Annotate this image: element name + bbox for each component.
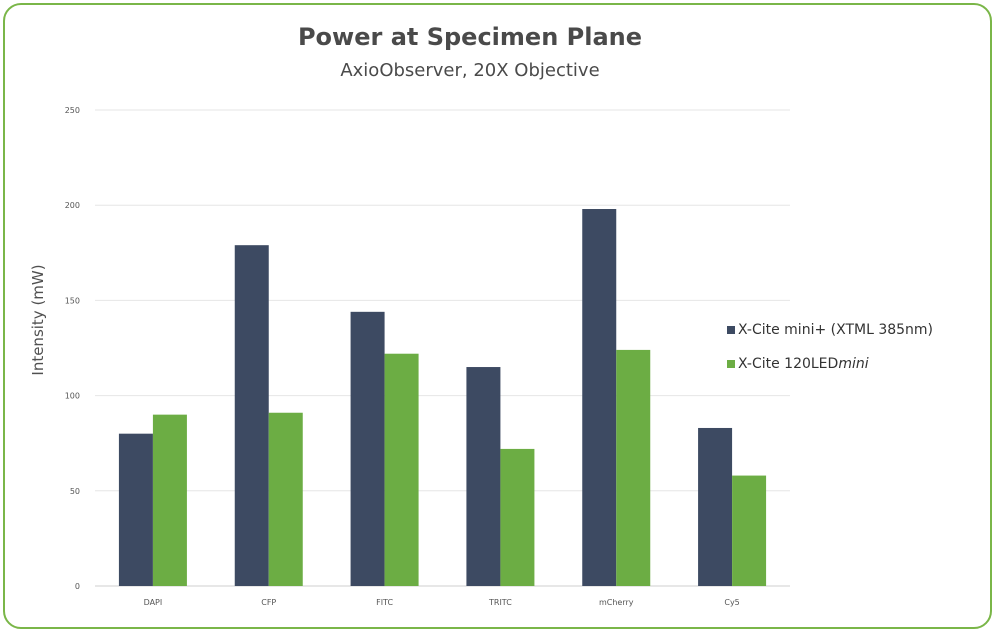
bar-tritc-series-2: [500, 448, 535, 586]
legend-label-series-2: X-Cite 120LED: [738, 356, 839, 372]
bar-cy5-series-2: [732, 475, 767, 586]
y-tick-label: 250: [65, 106, 80, 115]
y-tick-label: 200: [65, 201, 80, 210]
legend-label-suffix-series-2: mini: [838, 356, 869, 372]
y-tick-label: 150: [65, 296, 80, 305]
bar-dapi-series-1: [118, 433, 153, 586]
bar-mcherry-series-2: [616, 349, 651, 586]
legend-swatch-series-1: [727, 326, 735, 334]
x-tick-label: Cy5: [724, 598, 739, 607]
bar-mcherry-series-1: [582, 209, 617, 586]
chart-title: Power at Specimen Plane: [297, 23, 643, 51]
bar-cfp-series-1: [234, 245, 269, 586]
x-tick-label: mCherry: [599, 598, 634, 607]
bar-fitc-series-1: [350, 311, 385, 586]
legend-label-series-1: X-Cite mini+ (XTML 385nm): [738, 322, 934, 338]
y-tick-label: 0: [75, 582, 80, 591]
chart-subtitle: AxioObserver, 20X Objective: [340, 60, 600, 81]
bar-dapi-series-2: [152, 414, 187, 586]
bar-fitc-series-2: [384, 353, 419, 586]
bar-cy5-series-1: [698, 427, 733, 586]
y-tick-label: 100: [65, 392, 80, 401]
legend-item-series-2: X-Cite 120LED mini: [727, 354, 933, 374]
y-tick-label: 50: [70, 487, 80, 496]
bar-tritc-series-1: [466, 367, 501, 586]
x-tick-label: DAPI: [144, 598, 163, 607]
chart-legend: X-Cite mini+ (XTML 385nm) X-Cite 120LED m…: [727, 320, 933, 388]
legend-item-series-1: X-Cite mini+ (XTML 385nm): [727, 320, 933, 340]
x-tick-label: FITC: [376, 598, 393, 607]
bar-cfp-series-2: [268, 412, 303, 586]
x-tick-label: TRITC: [488, 598, 512, 607]
x-tick-label: CFP: [261, 598, 276, 607]
legend-swatch-series-2: [727, 360, 735, 368]
